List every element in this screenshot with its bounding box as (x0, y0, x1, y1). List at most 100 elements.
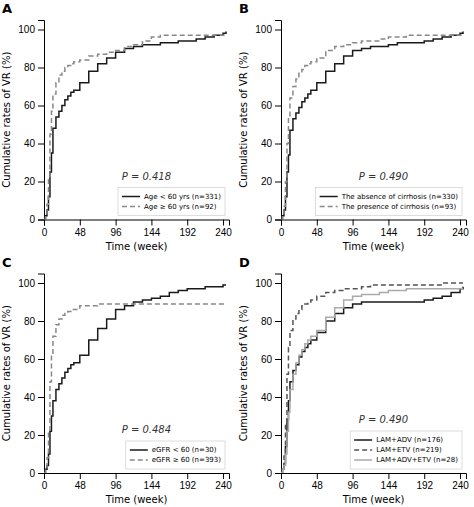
y-tick-mark (275, 182, 281, 183)
legend-label: The absence of cirrhosis (n=330) (341, 193, 459, 201)
x-axis-line (45, 474, 230, 480)
y-tick: 60 (261, 354, 281, 365)
y-tick: 40 (24, 392, 44, 403)
y-tick-mark (38, 435, 44, 436)
x-tick: 96 (348, 473, 360, 491)
x-tick-mark (388, 473, 389, 479)
x-tick: 48 (312, 473, 324, 491)
y-tick-label: 60 (24, 100, 36, 111)
y-tick-mark (275, 397, 281, 398)
y-tick: 60 (24, 354, 44, 365)
x-tick: 144 (381, 473, 398, 491)
x-tick-label: 240 (215, 227, 232, 238)
x-tick-mark (187, 220, 188, 226)
x-tick-label: 48 (75, 227, 87, 238)
y-tick: 80 (24, 62, 44, 73)
series-line (44, 31, 226, 219)
y-tick: 100 (18, 278, 44, 289)
y-tick-mark (38, 321, 44, 322)
y-tick-label: 0 (266, 468, 272, 479)
y-tick: 40 (261, 138, 281, 149)
y-tick-mark (38, 144, 44, 145)
y-tick-label: 20 (24, 430, 36, 441)
x-axis: 04896144192240 (279, 473, 470, 491)
x-axis-title: Time (week) (342, 494, 405, 505)
x-tick: 144 (144, 220, 161, 238)
annotation: P = 0.418 (122, 171, 171, 182)
y-axis-title: Cumulative rates of VR (%) (238, 52, 249, 188)
y-tick-label: 0 (266, 214, 272, 225)
legend: The absence of cirrhosis (n=330) The pres… (316, 188, 462, 216)
x-tick: 144 (381, 220, 398, 238)
legend-symbol (354, 459, 372, 461)
panel-label: C (2, 255, 12, 270)
legend-label: The presence of cirrhosis (n=93) (341, 203, 457, 211)
legend-symbol (354, 439, 372, 441)
legend-label: Age ≥ 60 yrs (n=92) (144, 203, 217, 211)
legend-symbol (130, 459, 148, 461)
x-tick: 0 (279, 220, 285, 238)
x-tick-label: 96 (111, 480, 123, 491)
legend-label: LAM+ETV (n=219) (376, 446, 442, 454)
x-tick-mark (116, 473, 117, 479)
x-tick: 192 (416, 220, 433, 238)
y-tick: 0 (29, 214, 44, 225)
y-tick-label: 100 (18, 278, 35, 289)
x-axis: 04896144192240 (42, 473, 233, 491)
x-axis-line (282, 220, 467, 226)
series-line (281, 35, 463, 219)
x-tick-label: 96 (348, 480, 360, 491)
y-tick-mark (275, 321, 281, 322)
x-tick-mark (151, 473, 152, 479)
y-tick: 20 (24, 176, 44, 187)
x-tick-mark (116, 220, 117, 226)
y-tick-mark (38, 182, 44, 183)
y-axis: 020406080100 (18, 274, 44, 479)
x-tick-label: 144 (144, 480, 161, 491)
series-line (281, 283, 463, 473)
x-tick: 48 (75, 220, 87, 238)
annotation: P = 0.490 (359, 414, 408, 425)
y-tick-label: 80 (261, 62, 273, 73)
y-axis-title: Cumulative rates of VR (%) (1, 305, 12, 441)
plot-area (281, 283, 463, 473)
legend-symbol (122, 206, 140, 208)
x-tick-label: 48 (312, 227, 324, 238)
y-tick-label: 60 (261, 354, 273, 365)
y-tick-label: 40 (24, 138, 36, 149)
x-axis: 04896144192240 (279, 220, 470, 238)
x-axis-line (282, 474, 467, 480)
y-tick-mark (275, 473, 281, 474)
x-tick: 48 (312, 220, 324, 238)
x-axis: 04896144192240 (42, 220, 233, 238)
plot-area (281, 31, 463, 219)
y-tick: 0 (29, 468, 44, 479)
y-tick-mark (38, 68, 44, 69)
y-tick-label: 100 (255, 24, 272, 35)
x-tick: 192 (179, 220, 196, 238)
panel: 04896144192240020406080100Time (week)Cum… (238, 1, 469, 252)
series-line (44, 285, 226, 473)
x-tick: 0 (42, 220, 48, 238)
y-tick-label: 100 (255, 278, 272, 289)
y-tick: 100 (255, 278, 281, 289)
x-tick-label: 144 (381, 227, 398, 238)
x-axis-title: Time (week) (105, 241, 168, 252)
legend-frame (316, 188, 462, 216)
x-tick-label: 240 (452, 480, 469, 491)
x-tick: 96 (348, 220, 360, 238)
y-axis: 020406080100 (18, 21, 44, 226)
legend-symbol (354, 449, 372, 451)
y-tick: 60 (261, 100, 281, 111)
y-tick-mark (275, 144, 281, 145)
x-axis-title: Time (week) (105, 494, 168, 505)
x-tick-label: 240 (215, 480, 232, 491)
legend-frame (118, 188, 225, 216)
panel-label: A (2, 1, 12, 16)
x-tick-label: 0 (279, 227, 285, 238)
x-tick-mark (317, 473, 318, 479)
legend-symbol (320, 196, 338, 198)
y-tick-mark (38, 473, 44, 474)
x-tick-mark (424, 473, 425, 479)
x-tick-mark (223, 220, 224, 226)
